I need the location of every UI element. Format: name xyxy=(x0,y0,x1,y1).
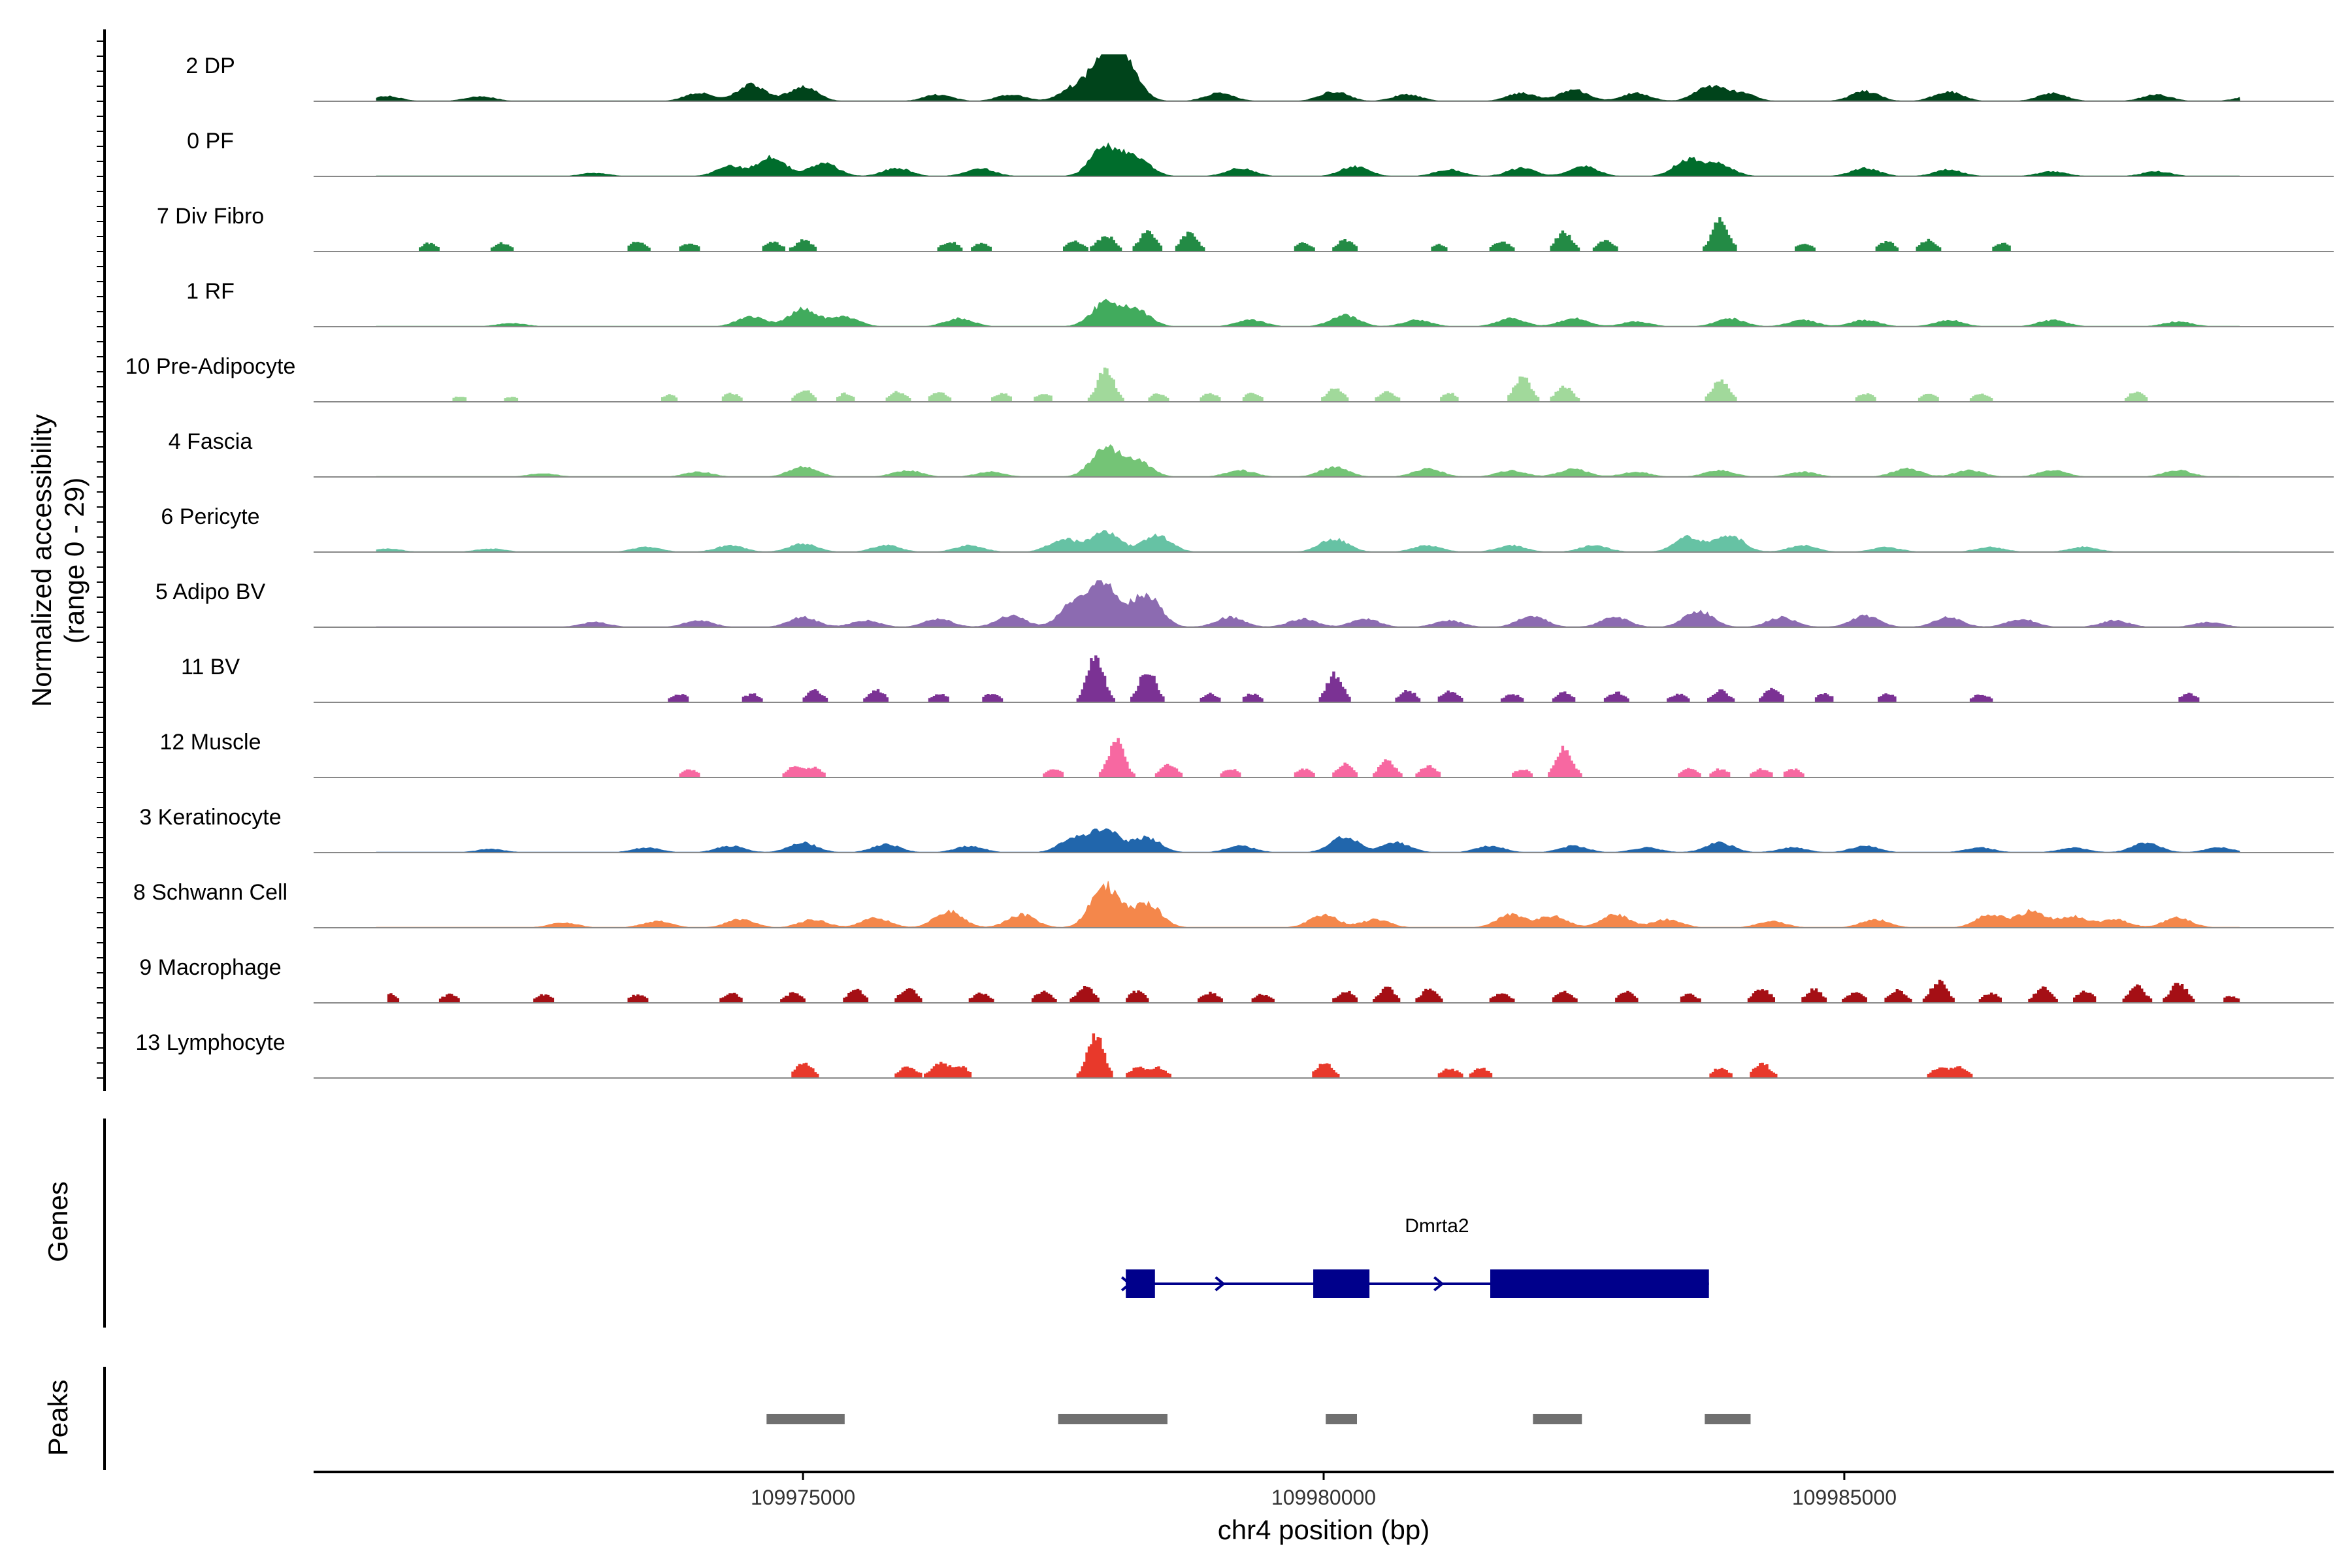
coverage-track: 11 BV xyxy=(181,655,2334,703)
track-label: 0 PF xyxy=(187,129,234,154)
track-label: 4 Fascia xyxy=(169,429,253,454)
genes-panel-title: Genes xyxy=(42,1181,73,1262)
coverage-track: 1 RF xyxy=(186,279,2334,327)
coverage-area xyxy=(376,530,2242,553)
peak-region xyxy=(766,1414,845,1424)
coverage-area xyxy=(387,738,2242,778)
x-tick-label: 109985000 xyxy=(1792,1486,1897,1509)
coverage-area xyxy=(387,1033,2242,1079)
coverage-area xyxy=(376,142,2242,177)
coverage-tracks: 2 DP 0 PF 7 Div Fibro 1 RF 10 Pre-Adipocyte 4… xyxy=(125,54,2334,1079)
coverage-area xyxy=(376,881,2242,928)
coverage-track: 9 Macrophage xyxy=(139,955,2334,1004)
coverage-track: 4 Fascia xyxy=(169,429,2334,478)
coverage-track: 2 DP xyxy=(186,54,2334,102)
track-label: 8 Schwann Cell xyxy=(133,880,287,905)
track-label: 7 Div Fibro xyxy=(157,204,264,229)
gene-exon xyxy=(1490,1269,1709,1298)
track-label: 1 RF xyxy=(186,279,235,304)
x-tick-label: 109980000 xyxy=(1271,1486,1376,1509)
x-axis-title: chr4 position (bp) xyxy=(1218,1514,1430,1545)
coverage-track: 12 Muscle xyxy=(160,730,2334,778)
coverage-track: 13 Lymphocyte xyxy=(135,1030,2334,1079)
gene-model: Dmrta2 xyxy=(1120,1215,1709,1298)
peak-region xyxy=(1326,1414,1358,1424)
y-axis-title-line2: (range 0 - 29) xyxy=(59,478,90,644)
coverage-area xyxy=(387,217,2242,252)
coverage-y-axis xyxy=(97,29,106,1091)
track-label: 3 Keratinocyte xyxy=(139,805,281,830)
peak-region xyxy=(1705,1414,1751,1424)
gene-strand-arrow xyxy=(1215,1276,1226,1292)
coverage-track: 10 Pre-Adipocyte xyxy=(125,354,2334,402)
coverage-area xyxy=(376,828,2241,853)
coverage-track: 3 Keratinocyte xyxy=(139,805,2334,853)
gene-strand-arrow xyxy=(1433,1276,1445,1292)
coverage-area xyxy=(376,580,2242,628)
track-label: 11 BV xyxy=(181,655,240,679)
coverage-track: 7 Div Fibro xyxy=(157,204,2334,252)
x-axis-ticks: 109975000 109980000 109985000 xyxy=(751,1472,1897,1509)
track-label: 6 Pericyte xyxy=(161,504,259,529)
peak-track xyxy=(766,1414,1751,1424)
gene-name-label: Dmrta2 xyxy=(1405,1215,1469,1237)
track-label: 13 Lymphocyte xyxy=(135,1030,285,1055)
track-label: 12 Muscle xyxy=(160,730,261,755)
coverage-track: 6 Pericyte xyxy=(161,504,2334,553)
peak-region xyxy=(1533,1414,1582,1424)
track-label: 10 Pre-Adipocyte xyxy=(125,354,296,379)
gene-exon xyxy=(1313,1269,1370,1298)
coverage-track: 8 Schwann Cell xyxy=(133,880,2334,928)
coverage-track: 0 PF xyxy=(187,129,2334,177)
peak-region xyxy=(1058,1414,1168,1424)
x-tick-label: 109975000 xyxy=(751,1486,855,1509)
gene-track: Dmrta2 xyxy=(1120,1215,1709,1298)
y-axis-title-line1: Normalized accessibility xyxy=(26,414,57,707)
coverage-area xyxy=(376,299,2242,327)
peaks-panel-title: Peaks xyxy=(42,1380,73,1456)
coverage-area xyxy=(387,979,2242,1004)
coverage-area xyxy=(376,54,2241,102)
coverage-area xyxy=(387,367,2242,402)
coverage-track: 5 Adipo BV xyxy=(155,580,2334,628)
track-label: 2 DP xyxy=(186,54,235,78)
track-label: 9 Macrophage xyxy=(139,955,281,980)
coverage-area xyxy=(376,444,2242,478)
coverage-area xyxy=(387,655,2242,703)
gene-strand-arrow xyxy=(1120,1276,1132,1292)
track-label: 5 Adipo BV xyxy=(155,580,266,604)
